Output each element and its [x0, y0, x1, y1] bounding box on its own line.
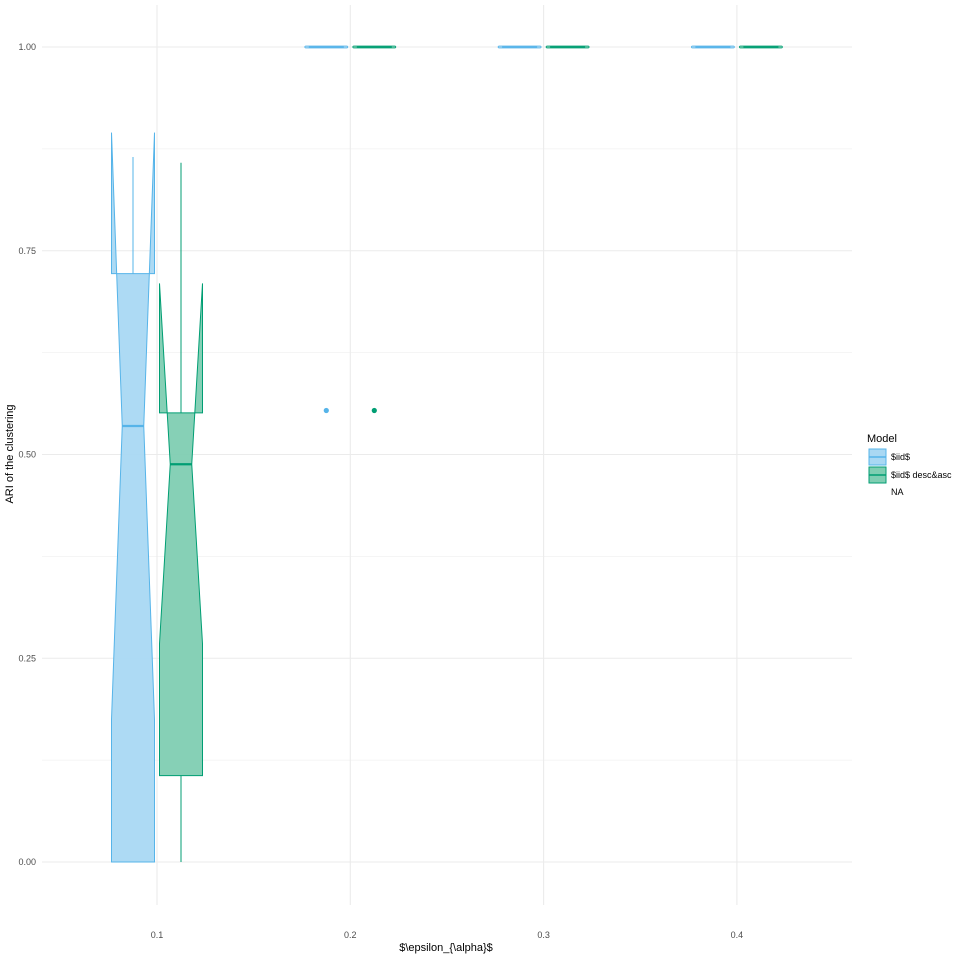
- x-tick-label: 0.3: [537, 930, 550, 940]
- box-marks: [111, 45, 783, 863]
- outlier-point: [371, 407, 377, 414]
- outlier-point: [323, 407, 329, 414]
- box-iid-0.4: [691, 45, 735, 49]
- box-iid-0.1: [111, 132, 155, 863]
- legend-title: Model: [867, 433, 897, 445]
- y-tick-label: 0.75: [18, 246, 36, 256]
- x-tick-label: 0.1: [151, 930, 164, 940]
- box-iid-0.3: [497, 45, 542, 49]
- y-tick-label: 0.00: [18, 857, 36, 867]
- legend-keys: [868, 448, 887, 484]
- y-axis-title: ARI of the clustering: [4, 404, 16, 503]
- x-axis-title: $\epsilon_{\alpha}$: [399, 942, 493, 954]
- box-desc-asc-0.1: [159, 162, 203, 862]
- box-desc-asc-0.2: [352, 45, 397, 414]
- legend-label-na: NA: [891, 487, 904, 497]
- notched-box: [111, 132, 155, 863]
- box-desc-asc-0.4: [739, 45, 783, 49]
- x-tick-label: 0.4: [731, 930, 744, 940]
- legend: Model $iid$ $iid$ desc&asc NA: [867, 433, 952, 497]
- y-tick-label: 0.50: [18, 450, 36, 460]
- legend-label-desc-asc: $iid$ desc&asc: [891, 470, 952, 480]
- y-tick-label: 1.00: [18, 42, 36, 52]
- x-tick-label: 0.2: [344, 930, 357, 940]
- legend-label-iid: $iid$: [891, 452, 910, 462]
- box-desc-asc-0.3: [545, 45, 590, 49]
- box-iid-0.2: [304, 45, 349, 414]
- axis-ticks: 0.00 0.25 0.50 0.75 1.00 0.1 0.2 0.3 0.4: [18, 42, 743, 940]
- y-tick-label: 0.25: [18, 653, 36, 663]
- notched-box: [159, 283, 203, 777]
